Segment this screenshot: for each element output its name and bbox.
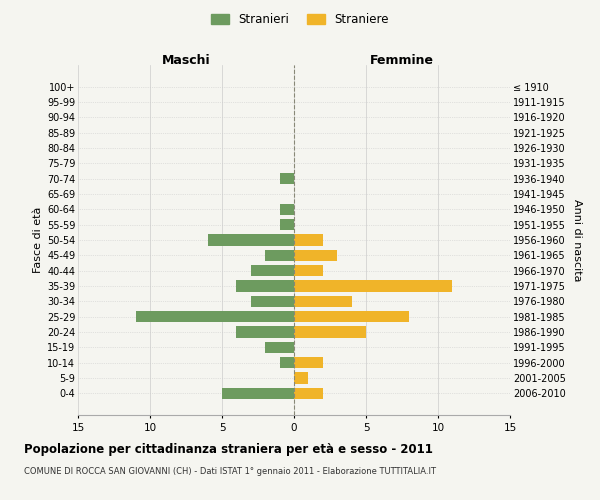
Bar xyxy=(294,296,352,307)
Text: Popolazione per cittadinanza straniera per età e sesso - 2011: Popolazione per cittadinanza straniera p… xyxy=(24,442,433,456)
Bar xyxy=(294,326,366,338)
Bar xyxy=(280,173,294,184)
Bar xyxy=(294,388,323,399)
Bar xyxy=(236,326,294,338)
Bar xyxy=(136,311,294,322)
Text: Femmine: Femmine xyxy=(370,54,434,66)
Bar xyxy=(222,388,294,399)
Bar xyxy=(208,234,294,246)
Y-axis label: Anni di nascita: Anni di nascita xyxy=(572,198,583,281)
Bar xyxy=(236,280,294,292)
Bar xyxy=(294,372,308,384)
Bar xyxy=(280,357,294,368)
Bar xyxy=(251,296,294,307)
Bar xyxy=(294,280,452,292)
Legend: Stranieri, Straniere: Stranieri, Straniere xyxy=(206,8,394,31)
Text: Maschi: Maschi xyxy=(161,54,211,66)
Bar xyxy=(280,219,294,230)
Bar xyxy=(280,204,294,215)
Bar xyxy=(294,250,337,261)
Bar xyxy=(294,357,323,368)
Bar xyxy=(294,311,409,322)
Bar xyxy=(294,265,323,276)
Bar xyxy=(265,342,294,353)
Text: COMUNE DI ROCCA SAN GIOVANNI (CH) - Dati ISTAT 1° gennaio 2011 - Elaborazione TU: COMUNE DI ROCCA SAN GIOVANNI (CH) - Dati… xyxy=(24,468,436,476)
Bar xyxy=(265,250,294,261)
Bar xyxy=(251,265,294,276)
Bar xyxy=(294,234,323,246)
Y-axis label: Fasce di età: Fasce di età xyxy=(32,207,43,273)
